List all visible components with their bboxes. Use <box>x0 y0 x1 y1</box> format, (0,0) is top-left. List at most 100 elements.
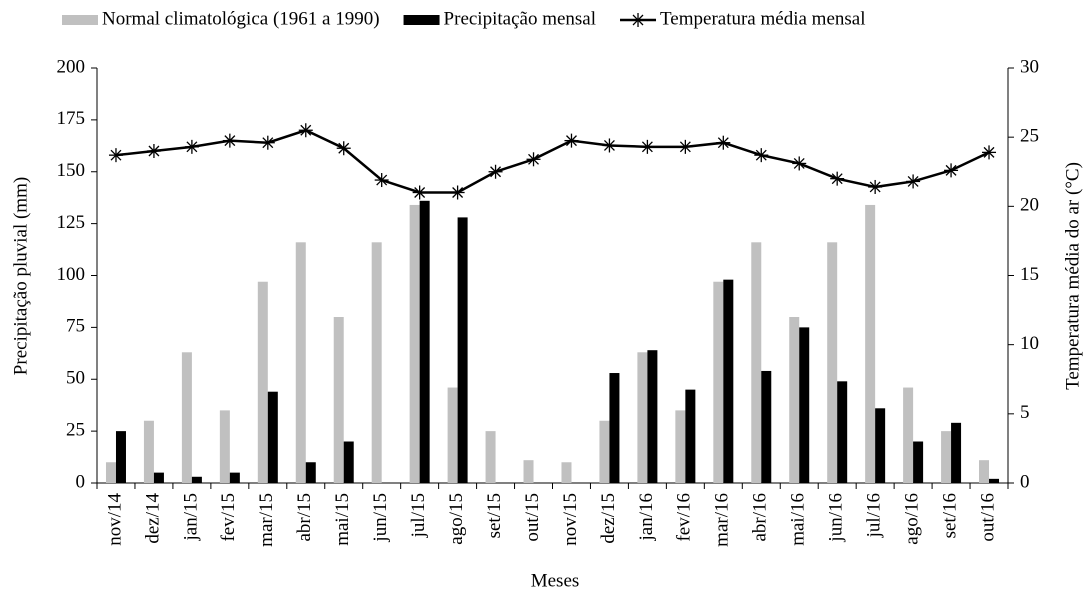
marker-stroke <box>603 140 615 151</box>
bar <box>979 460 990 483</box>
x-tick-label: set/15 <box>484 493 505 538</box>
marker-stroke <box>907 175 919 187</box>
x-tick-label: nov/14 <box>104 493 125 546</box>
bar <box>837 381 848 483</box>
x-tick-label: mar/15 <box>256 493 277 547</box>
marker-stroke <box>717 137 729 149</box>
bar <box>267 391 278 483</box>
marker-stroke <box>452 187 464 198</box>
bar <box>447 387 458 483</box>
line-marker <box>222 133 237 148</box>
marker-stroke <box>983 146 995 158</box>
legend-marker <box>631 13 646 27</box>
bar <box>457 217 468 483</box>
marker-stroke <box>262 137 274 149</box>
bar <box>153 472 164 483</box>
line-marker <box>716 135 731 150</box>
bar <box>875 408 886 483</box>
marker-stroke <box>641 141 653 153</box>
y-tick-label: 25 <box>66 419 85 440</box>
y2-tick-label: 30 <box>1020 56 1039 77</box>
y-tick-label: 100 <box>57 264 86 285</box>
marker-stroke <box>376 174 388 186</box>
marker-stroke <box>869 181 881 193</box>
marker-stroke <box>148 145 160 157</box>
marker-stroke <box>186 141 198 153</box>
marker-stroke <box>490 166 502 178</box>
bar <box>637 352 648 483</box>
marker-stroke <box>632 14 644 26</box>
marker-stroke <box>566 135 577 147</box>
x-axis-label: Meses <box>531 570 580 591</box>
y-tick-label: 175 <box>57 108 86 129</box>
marker-stroke <box>528 153 539 165</box>
legend-swatch <box>403 15 440 25</box>
marker-stroke <box>831 173 843 185</box>
y2-tick-label: 15 <box>1020 264 1039 285</box>
bar <box>865 204 876 483</box>
x-tick-label: dez/15 <box>598 493 619 544</box>
bar <box>941 431 952 483</box>
y2-tick-label: 10 <box>1020 333 1039 354</box>
line-marker <box>184 139 199 154</box>
y-tick-label: 75 <box>66 316 85 337</box>
bar <box>191 476 202 483</box>
bar <box>561 462 572 483</box>
line-marker <box>906 174 921 189</box>
x-tick-label: mai/15 <box>332 493 353 546</box>
x-tick-label: jan/16 <box>636 493 657 542</box>
x-tick-label: out/15 <box>522 493 543 542</box>
y-tick-label: 150 <box>57 160 86 181</box>
bar <box>599 420 610 483</box>
legend-label: Normal climatológica (1961 a 1990) <box>102 8 380 29</box>
y2-axis-label: Temperatura média do ar (°C) <box>1062 162 1083 390</box>
x-tick-label: out/16 <box>977 493 998 542</box>
marker-stroke <box>793 157 805 169</box>
bar <box>143 420 154 483</box>
x-tick-label: jun/15 <box>370 493 391 543</box>
bar <box>913 441 924 483</box>
x-tick-label: mai/16 <box>788 493 809 546</box>
line-marker <box>982 145 997 160</box>
legend-label: Temperatura média mensal <box>660 8 865 29</box>
bar <box>675 410 686 483</box>
bar <box>105 462 116 483</box>
line-marker <box>412 185 427 200</box>
bar <box>723 279 734 483</box>
bar <box>609 373 620 483</box>
bar <box>419 200 430 484</box>
bar <box>523 460 534 483</box>
bar <box>827 242 838 483</box>
line-marker <box>754 148 769 163</box>
bar <box>257 281 268 483</box>
line-marker <box>260 135 275 150</box>
x-tick-label: abr/15 <box>294 493 315 542</box>
line <box>115 128 990 194</box>
x-tick-label: abr/16 <box>750 493 771 542</box>
bar <box>371 242 382 483</box>
line-marker <box>678 139 693 154</box>
line-marker <box>564 133 579 148</box>
y-tick-label: 50 <box>66 368 85 389</box>
x-tick-label: set/16 <box>939 493 960 538</box>
y2-tick-label: 20 <box>1020 195 1039 216</box>
line-marker <box>488 164 503 179</box>
line-marker <box>374 173 389 188</box>
y2-tick-label: 5 <box>1020 402 1030 423</box>
line-marker <box>830 171 845 186</box>
y-tick-label: 125 <box>57 212 86 233</box>
y-tick-label: 200 <box>57 56 86 77</box>
bar <box>343 441 354 483</box>
legend-swatch <box>62 15 98 25</box>
bar <box>989 478 1000 483</box>
marker-stroke <box>300 124 312 136</box>
y2-tick-label: 0 <box>1020 471 1030 492</box>
marker-stroke <box>755 149 767 161</box>
y-tick-label: 0 <box>76 471 86 492</box>
marker-stroke <box>338 142 350 154</box>
marker-stroke <box>679 141 691 153</box>
x-tick-label: ago/15 <box>446 493 467 545</box>
bar <box>333 317 344 483</box>
line-marker <box>526 152 541 167</box>
